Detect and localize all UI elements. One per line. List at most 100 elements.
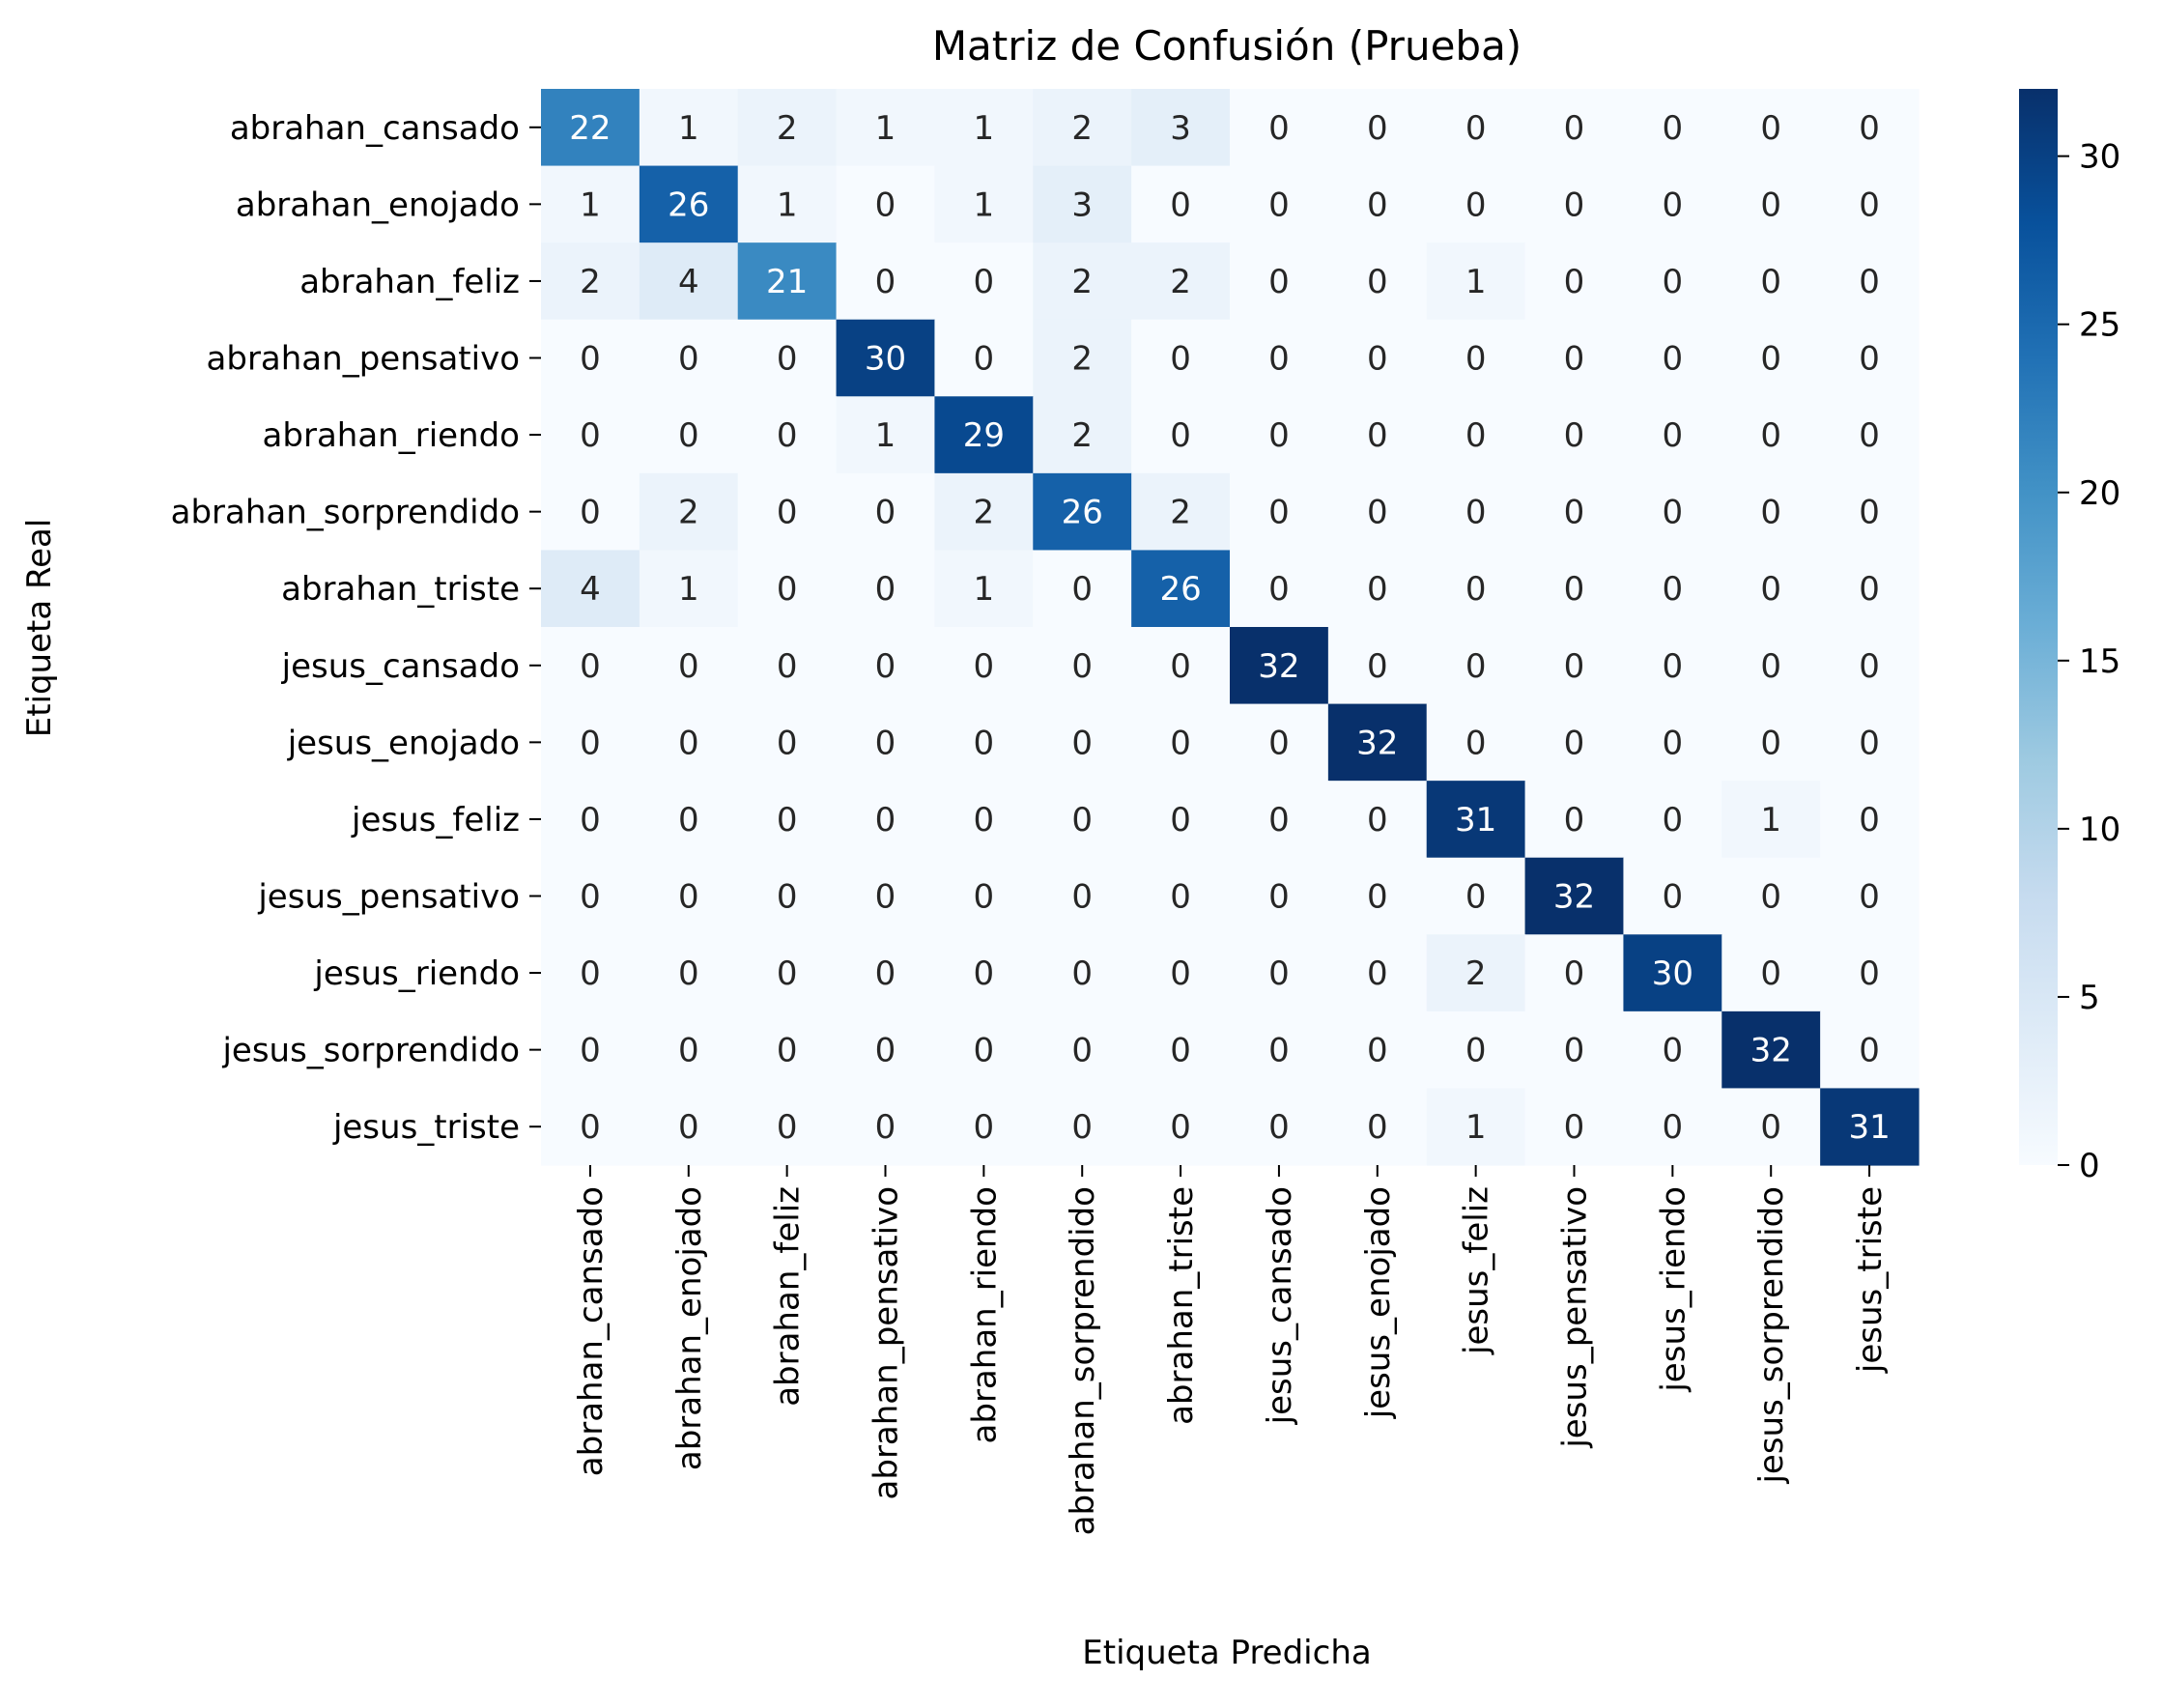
heatmap-cell — [1820, 472, 1920, 552]
cell-value-label: 0 — [1663, 570, 1684, 609]
cell-value-label: 0 — [1859, 954, 1880, 993]
heatmap-cell — [541, 703, 640, 782]
cell-value-label: 0 — [1859, 647, 1880, 686]
cell-value-label: 0 — [1760, 878, 1781, 917]
heatmap-cell — [737, 89, 838, 167]
cell-value-label: 0 — [1465, 494, 1487, 532]
x-tick-label: abrahan_feliz — [769, 1186, 808, 1407]
cell-value-label: 0 — [1760, 1108, 1781, 1147]
cell-value-label: 0 — [1268, 494, 1290, 532]
heatmap-cell — [1230, 934, 1329, 1012]
heatmap-cell — [1327, 396, 1428, 474]
cell-value-label: 0 — [1663, 109, 1684, 148]
heatmap-cell — [1033, 242, 1132, 321]
y-tick-label: abrahan_enojado — [236, 185, 520, 224]
cell-value-label: 0 — [1663, 801, 1684, 840]
heatmap-cell — [1524, 550, 1625, 628]
cell-value-label: 0 — [1071, 1108, 1093, 1147]
colorbar-tick-label: 5 — [2079, 979, 2100, 1017]
cell-value-label: 0 — [875, 570, 896, 609]
y-tick-label: abrahan_riendo — [263, 416, 520, 455]
cell-value-label: 0 — [678, 647, 699, 686]
heatmap-cell — [639, 1011, 739, 1090]
heatmap-cell — [1033, 934, 1132, 1012]
heatmap-cell — [1327, 1088, 1428, 1166]
heatmap-cell — [737, 242, 838, 321]
heatmap-cell — [1820, 781, 1920, 859]
cell-value-label: 0 — [974, 647, 995, 686]
cell-value-label: 0 — [1663, 878, 1684, 917]
cell-value-label: 22 — [569, 109, 611, 148]
cell-value-label: 0 — [777, 340, 798, 379]
cell-value-label: 1 — [1760, 801, 1781, 840]
cell-value-label: 0 — [1564, 416, 1585, 455]
cell-value-label: 0 — [1170, 340, 1191, 379]
heatmap-cell — [1426, 934, 1526, 1012]
heatmap-cell — [1033, 703, 1132, 782]
cell-value-label: 0 — [1465, 878, 1487, 917]
heatmap-cell — [1524, 472, 1625, 552]
heatmap-cell — [1131, 165, 1231, 243]
cell-value-label: 0 — [1071, 1032, 1093, 1070]
x-tick-label: jesus_triste — [1851, 1186, 1890, 1374]
heatmap-cell — [1721, 472, 1821, 552]
cell-value-label: 2 — [777, 109, 798, 148]
heatmap-cell — [1623, 857, 1722, 935]
heatmap-cell — [1524, 627, 1625, 705]
heatmap-cell — [934, 703, 1034, 782]
cell-value-label: 0 — [1071, 647, 1093, 686]
heatmap-cell — [1623, 1011, 1722, 1090]
cell-value-label: 0 — [1859, 263, 1880, 301]
cell-value-label: 1 — [875, 416, 896, 455]
cell-value-label: 0 — [580, 494, 601, 532]
heatmap-cell — [1131, 934, 1231, 1012]
cell-value-label: 0 — [1564, 1032, 1585, 1070]
cell-value-label: 0 — [1170, 724, 1191, 762]
heatmap-cell — [737, 857, 838, 935]
cell-value-label: 0 — [1268, 954, 1290, 993]
cell-value-label: 0 — [974, 340, 995, 379]
heatmap-cell — [1327, 472, 1428, 552]
heatmap-cell — [1623, 934, 1722, 1012]
heatmap-cell — [1033, 472, 1132, 552]
cell-value-label: 0 — [1465, 416, 1487, 455]
cell-value-label: 0 — [1367, 878, 1388, 917]
heatmap-cell — [1327, 857, 1428, 935]
cell-value-label: 1 — [974, 570, 995, 609]
heatmap-cell — [1230, 1011, 1329, 1090]
cell-value-label: 0 — [974, 954, 995, 993]
heatmap-cell — [1721, 703, 1821, 782]
y-tick-label: jesus_cansado — [281, 647, 520, 686]
cell-value-label: 0 — [1465, 109, 1487, 148]
cell-value-label: 0 — [1663, 494, 1684, 532]
heatmap-cell — [1033, 550, 1132, 628]
heatmap-cell — [934, 89, 1034, 167]
cell-value-label: 0 — [1760, 570, 1781, 609]
heatmap-cell — [1721, 396, 1821, 474]
cell-value-label: 0 — [1465, 647, 1487, 686]
cell-value-label: 0 — [974, 1032, 995, 1070]
cell-value-label: 0 — [1367, 570, 1388, 609]
cell-value-label: 0 — [875, 801, 896, 840]
colorbar-tick-label: 10 — [2079, 811, 2120, 849]
cell-value-label: 0 — [974, 724, 995, 762]
heatmap-cell — [1327, 242, 1428, 321]
heatmap-cell — [1623, 1088, 1722, 1166]
heatmap-cell — [1230, 319, 1329, 397]
heatmap-cell — [1131, 1088, 1231, 1166]
heatmap-cell — [836, 550, 936, 628]
cell-value-label: 0 — [1859, 801, 1880, 840]
colorbar-tick-label: 15 — [2079, 642, 2120, 681]
heatmap-cell — [1426, 165, 1526, 243]
heatmap-cell — [934, 319, 1034, 397]
cell-value-label: 0 — [1170, 878, 1191, 917]
cell-value-label: 0 — [1170, 801, 1191, 840]
heatmap-cell — [836, 1011, 936, 1090]
cell-value-label: 0 — [1564, 494, 1585, 532]
heatmap-cell — [639, 934, 739, 1012]
cell-value-label: 1 — [1465, 263, 1487, 301]
heatmap-cell — [836, 319, 936, 397]
cell-value-label: 4 — [580, 570, 601, 609]
x-tick-label: jesus_feliz — [1458, 1186, 1496, 1355]
cell-value-label: 0 — [1465, 570, 1487, 609]
